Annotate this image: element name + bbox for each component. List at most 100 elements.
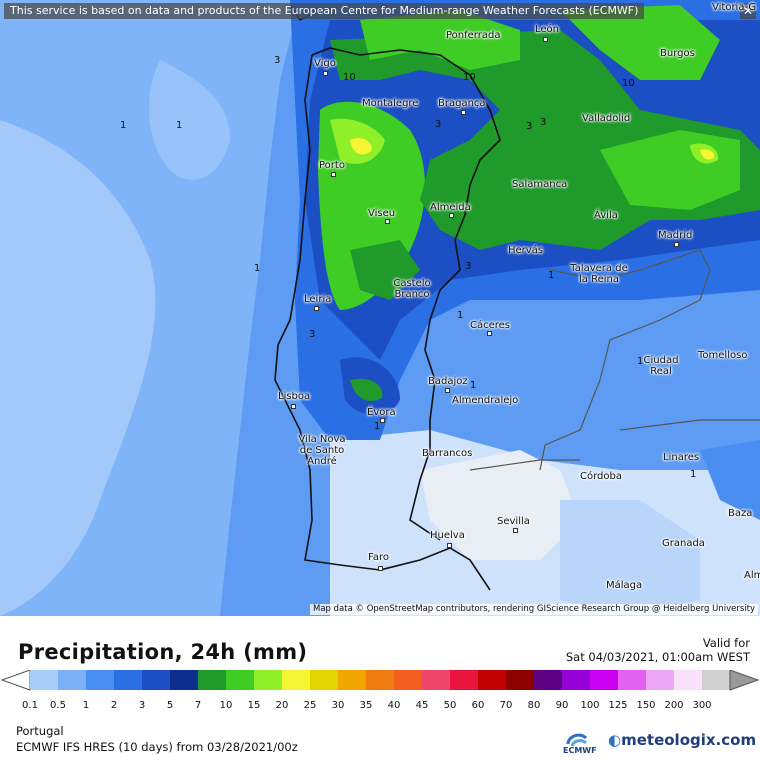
city-marker [487, 331, 492, 336]
city-label: Hervás [508, 245, 544, 256]
isoline-label: 1 [254, 263, 261, 274]
map-canvas [0, 0, 760, 616]
isoline-label: 1 [457, 310, 464, 321]
scale-tick-label: 70 [499, 700, 513, 711]
city-label: Faro [368, 552, 389, 563]
color-swatch [674, 670, 703, 690]
city-label: Málaga [606, 580, 643, 591]
scale-tick-label: 30 [331, 700, 345, 711]
scale-tick-label: 0.1 [22, 700, 38, 711]
city-marker [461, 110, 466, 115]
city-marker [291, 404, 296, 409]
ecmwf-logo-text: ECMWF [563, 746, 597, 755]
scale-tick-label: 20 [275, 700, 289, 711]
city-label: Salamanca [512, 179, 568, 190]
precipitation-map[interactable]: This service is based on data and produc… [0, 0, 760, 616]
meteologix-logo-text: meteologix.com [621, 731, 757, 749]
city-marker [445, 388, 450, 393]
city-label: Burgos [660, 48, 695, 59]
scale-tick-label: 25 [303, 700, 317, 711]
city-marker [380, 418, 385, 423]
isoline-label: 3 [435, 119, 442, 130]
scale-tick-label: 150 [636, 700, 656, 711]
model-run-label: ECMWF IFS HRES (10 days) from 03/28/2021… [16, 740, 298, 754]
close-icon[interactable]: ✕ [740, 3, 756, 19]
color-swatch [170, 670, 199, 690]
color-swatch [254, 670, 283, 690]
color-swatch [394, 670, 423, 690]
city-label: Castelo Branco [393, 278, 431, 300]
city-label: Huelva [430, 530, 465, 541]
city-label: Granada [662, 538, 705, 549]
city-label: Badajoz [428, 376, 468, 387]
color-swatch [114, 670, 143, 690]
scale-tick-label: 7 [194, 700, 202, 711]
color-swatch [506, 670, 535, 690]
isoline-label: 3 [274, 55, 281, 66]
scale-tick-label: 45 [415, 700, 429, 711]
color-swatch [58, 670, 87, 690]
ecmwf-notice-banner: This service is based on data and produc… [4, 3, 645, 19]
city-label: Tomelloso [698, 350, 748, 361]
isoline-label: 3 [540, 117, 547, 128]
city-label: Talavera de la Reina [570, 263, 628, 285]
map-attribution[interactable]: Map data © OpenStreetMap contributors, r… [310, 604, 758, 615]
color-swatch [422, 670, 451, 690]
color-swatch [142, 670, 171, 690]
color-swatch [86, 670, 115, 690]
city-marker [314, 306, 319, 311]
meteologix-logo-icon: ◐ [608, 731, 622, 749]
city-marker [323, 71, 328, 76]
valid-time: Sat 04/03/2021, 01:00am WEST [565, 650, 750, 664]
scale-tick-label: 40 [387, 700, 401, 711]
city-label: Valladolid [582, 113, 631, 124]
scale-tick-label: 2 [110, 700, 118, 711]
scale-tick-label: 125 [608, 700, 628, 711]
city-marker [331, 172, 336, 177]
city-label: Sevilla [497, 516, 530, 527]
region-label: Portugal [16, 724, 64, 738]
scale-tick-label: 1 [82, 700, 90, 711]
isoline-label: 10 [463, 72, 476, 83]
isoline-label: 1 [374, 421, 381, 432]
city-label: Alm [744, 570, 760, 581]
city-label: Évora [367, 407, 396, 418]
city-label: Almendralejo [452, 395, 519, 406]
color-swatch [534, 670, 563, 690]
color-swatch [702, 670, 731, 690]
scale-tick-label: 50 [443, 700, 457, 711]
color-swatch [226, 670, 255, 690]
legend-title: Precipitation, 24h (mm) [18, 640, 308, 664]
color-swatch [450, 670, 479, 690]
city-label: Leiria [304, 294, 332, 305]
color-swatch [618, 670, 647, 690]
scale-max-arrow [729, 670, 760, 691]
valid-label: Valid for [702, 636, 750, 650]
isoline-label: 10 [622, 78, 635, 89]
color-swatch [366, 670, 395, 690]
scale-tick-label: 5 [166, 700, 174, 711]
city-marker [513, 528, 518, 533]
city-label: Ávila [594, 210, 618, 221]
city-label: Córdoba [580, 471, 622, 482]
color-swatch [590, 670, 619, 690]
color-scale-bar [0, 670, 760, 691]
isoline-label: 1 [690, 469, 697, 480]
color-swatch [310, 670, 339, 690]
city-label: Vigo [314, 58, 336, 69]
color-swatch [338, 670, 367, 690]
isoline-label: 3 [465, 261, 472, 272]
city-label: León [535, 24, 560, 35]
scale-min-arrow [0, 670, 31, 691]
scale-tick-label: 0.5 [50, 700, 66, 711]
meteologix-logo[interactable]: ◐meteologix.com [608, 731, 756, 749]
color-swatch [478, 670, 507, 690]
city-label: Viseu [368, 208, 396, 219]
scale-tick-label: 60 [471, 700, 485, 711]
city-label: Vitoria-G [712, 2, 757, 13]
isoline-label: 1 [548, 270, 555, 281]
isoline-label: 3 [526, 121, 533, 132]
city-label: Bragança [438, 98, 486, 109]
city-marker [378, 566, 383, 571]
scale-tick-label: 300 [692, 700, 712, 711]
